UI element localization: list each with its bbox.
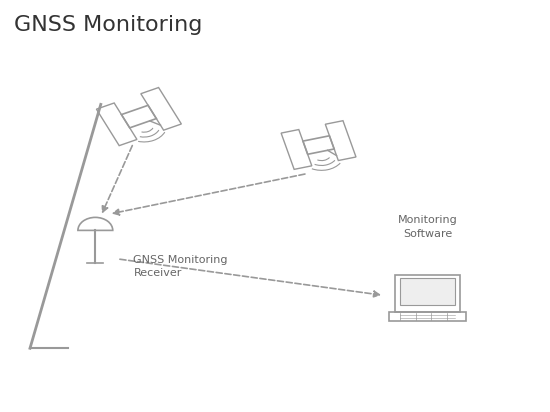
Text: Monitoring
Software: Monitoring Software (398, 215, 457, 239)
FancyBboxPatch shape (400, 278, 455, 305)
Text: GNSS Monitoring: GNSS Monitoring (14, 15, 202, 35)
Wedge shape (78, 218, 113, 230)
Text: GNSS Monitoring
Receiver: GNSS Monitoring Receiver (134, 255, 228, 278)
